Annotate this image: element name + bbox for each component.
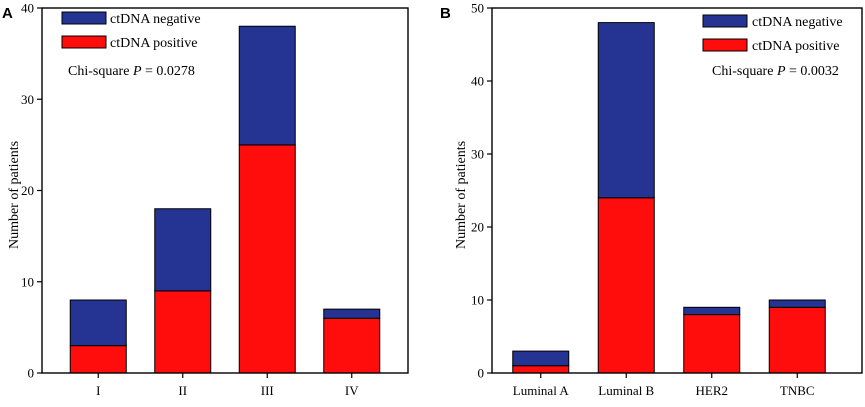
panel-a-bar-iii-negative (238, 25, 296, 146)
panel-b-label: B (440, 5, 451, 22)
panel-a-x-tick-label: II (178, 383, 187, 398)
panel-b-bar-luminal-b-positive (597, 197, 655, 374)
panel-b-x-tick-label: TNBC (780, 383, 815, 398)
panel-b-bar-luminal-a-negative (512, 350, 570, 367)
panel-a-y-tick-label: 30 (21, 92, 34, 107)
panel-b-legend-positive-swatch (702, 38, 748, 52)
panel-a-x-tick-label: IV (345, 383, 359, 398)
panel-b-y-tick-label: 20 (471, 220, 484, 235)
panel-b-bar-her2-negative (683, 306, 741, 316)
panel-b-annotation-prefix: Chi-square (712, 64, 777, 79)
panel-b-x-tick-label: Luminal B (598, 383, 654, 398)
panel-a-bar-iv-negative (323, 308, 381, 319)
panel-a-annotation-p: P (132, 64, 142, 79)
panel-b-x-tick-label: HER2 (696, 383, 729, 398)
panel-b-bar-tnbc-negative (768, 299, 826, 308)
panel-a-bar-iv-positive (323, 317, 381, 374)
panel-b-bar-her2-positive (683, 314, 741, 374)
panel-b-plot-frame (491, 7, 863, 374)
panel-a-x-tick-label: I (96, 383, 100, 398)
panel-b: B Number of patients Luminal A Luminal B H… (440, 1, 863, 398)
panel-b-axes: Luminal A Luminal B HER2 TNBC 0 10 20 30 40 50 (471, 1, 863, 398)
panel-b-legend-positive-label: ctDNA positive (752, 39, 840, 54)
panel-a-annotation-value: = 0.0278 (142, 64, 195, 79)
panel-b-legend-negative-swatch (702, 14, 748, 28)
panel-b-y-tick-label: 50 (471, 1, 484, 16)
panel-b-bar-tnbc-positive (768, 306, 826, 374)
panel-a-bars (69, 25, 381, 374)
panel-a-legend-negative-swatch (61, 11, 107, 25)
panel-a-y-tick-label: 10 (21, 274, 34, 289)
panel-a-bar-i-positive (69, 345, 127, 374)
panel-a-y-tick-label: 0 (28, 366, 35, 381)
panel-b-annotation-p: P (776, 64, 786, 79)
panel-a-annotation-prefix: Chi-square (68, 64, 133, 79)
panel-b-legend: ctDNA negative ctDNA positive (702, 14, 843, 54)
panel-a-bar-i-negative (69, 299, 127, 347)
panel-a-chi-square-annotation: Chi-square P = 0.0278 (68, 64, 195, 79)
panel-b-legend-negative-label: ctDNA negative (752, 15, 843, 30)
panel-a-legend-positive-swatch (61, 35, 107, 49)
panel-a-legend: ctDNA negative ctDNA positive (61, 11, 201, 51)
panel-a-x-tick-label: III (261, 383, 274, 398)
panel-b-y-tick-label: 0 (478, 366, 485, 381)
panel-a-label: A (2, 5, 13, 22)
panel-b-x-tick-label: Luminal A (513, 383, 570, 398)
panel-a-y-axis-label: Number of patients (7, 141, 22, 249)
panel-a-bar-ii-positive (154, 290, 212, 374)
panel-a-y-tick-label: 20 (21, 183, 34, 198)
panel-a-bar-ii-negative (154, 208, 212, 292)
panel-a-y-tick-label: 40 (21, 1, 34, 16)
panel-a-legend-negative-label: ctDNA negative (110, 12, 201, 27)
panel-a-legend-positive-label: ctDNA positive (110, 36, 198, 51)
panel-b-y-tick-label: 30 (471, 147, 484, 162)
panel-b-annotation-value: = 0.0032 (786, 64, 839, 79)
panel-b-bar-luminal-b-negative (597, 22, 655, 199)
panel-b-y-tick-label: 10 (471, 293, 484, 308)
panel-b-y-axis-label: Number of patients (454, 141, 469, 249)
panel-b-bars (512, 22, 826, 374)
panel-b-chi-square-annotation: Chi-square P = 0.0032 (712, 64, 839, 79)
panel-b-y-tick-label: 40 (471, 74, 484, 89)
panel-b-bar-luminal-a-positive (512, 365, 570, 374)
panel-a-bar-iii-positive (238, 144, 296, 374)
